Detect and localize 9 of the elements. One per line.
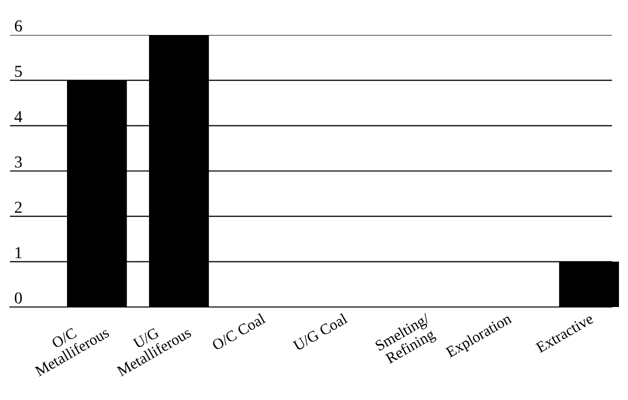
y-tick-label: 5: [15, 66, 22, 77]
x-tick-label: O/C Coal: [211, 312, 266, 351]
y-tick-label: 3: [14, 156, 22, 168]
y-tick-label: 0: [14, 292, 22, 304]
y-tick-label: 4: [14, 111, 22, 122]
y-tick-label: 1: [16, 247, 22, 258]
y-tick-label: 2: [14, 202, 22, 213]
y-tick-label: 6: [14, 20, 22, 32]
x-tick-label: U/G Coal: [292, 312, 348, 352]
